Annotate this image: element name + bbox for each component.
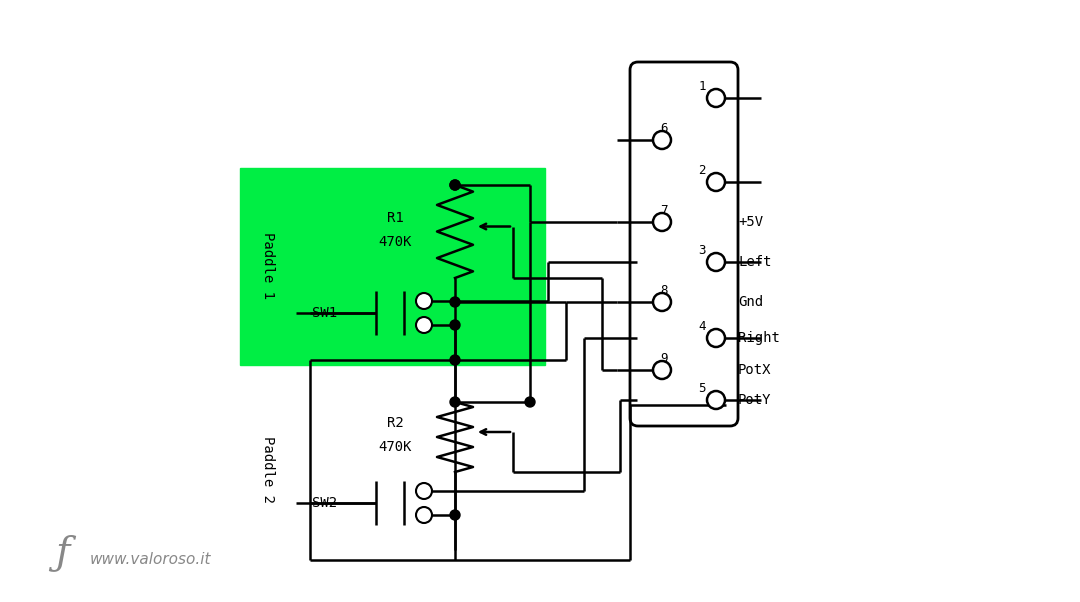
- Text: R2: R2: [387, 416, 403, 430]
- Circle shape: [450, 180, 460, 190]
- Circle shape: [707, 253, 725, 271]
- Text: PotY: PotY: [738, 393, 771, 407]
- Circle shape: [653, 131, 671, 149]
- Bar: [638, 284, 710, 320]
- Circle shape: [707, 89, 725, 107]
- Text: www.valoroso.it: www.valoroso.it: [90, 553, 212, 568]
- Circle shape: [653, 293, 671, 311]
- Bar: [638, 352, 710, 388]
- Text: SW2: SW2: [312, 496, 338, 510]
- Circle shape: [450, 397, 460, 407]
- Text: Right: Right: [738, 331, 780, 345]
- Circle shape: [416, 293, 432, 309]
- Text: Paddle 2: Paddle 2: [261, 436, 275, 503]
- Text: 470K: 470K: [378, 440, 411, 454]
- Text: 6: 6: [660, 122, 667, 134]
- Circle shape: [653, 213, 671, 231]
- Text: 7: 7: [660, 203, 667, 217]
- Text: 470K: 470K: [378, 235, 411, 249]
- Circle shape: [707, 391, 725, 409]
- Circle shape: [525, 397, 535, 407]
- Text: 9: 9: [660, 352, 667, 364]
- Text: +5V: +5V: [738, 215, 764, 229]
- Circle shape: [416, 317, 432, 333]
- Circle shape: [450, 510, 460, 520]
- Circle shape: [707, 329, 725, 347]
- Text: PotX: PotX: [738, 363, 771, 377]
- Text: 3: 3: [699, 243, 705, 256]
- Circle shape: [653, 361, 671, 379]
- Text: Paddle 1: Paddle 1: [261, 232, 275, 299]
- Text: 1: 1: [699, 79, 705, 93]
- Circle shape: [450, 297, 460, 307]
- Circle shape: [707, 173, 725, 191]
- Bar: [638, 204, 710, 240]
- Text: 2: 2: [699, 164, 705, 176]
- Circle shape: [450, 355, 460, 365]
- Text: Left: Left: [738, 255, 771, 269]
- Text: R1: R1: [387, 211, 403, 225]
- Circle shape: [416, 483, 432, 499]
- Text: 4: 4: [699, 320, 705, 332]
- Circle shape: [450, 180, 460, 190]
- Text: 8: 8: [660, 284, 667, 297]
- FancyBboxPatch shape: [630, 62, 738, 426]
- Text: 5: 5: [699, 382, 705, 394]
- Text: SW1: SW1: [312, 306, 338, 320]
- Text: ƒ: ƒ: [55, 535, 69, 571]
- Circle shape: [416, 507, 432, 523]
- Circle shape: [450, 320, 460, 330]
- Text: Gnd: Gnd: [738, 295, 764, 309]
- Bar: [240, 168, 545, 365]
- Bar: [678, 244, 730, 280]
